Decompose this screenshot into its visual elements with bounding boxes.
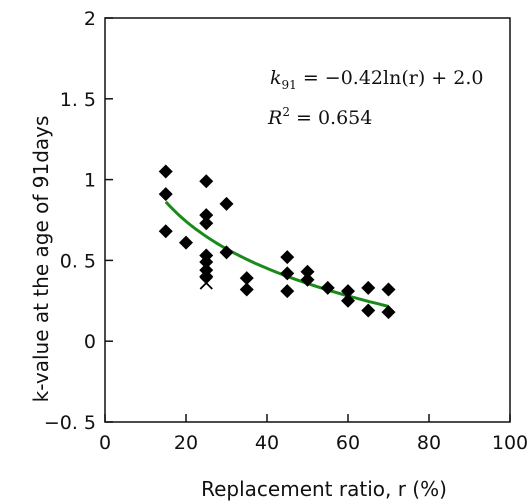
- fit-equation: k91 = −0.42ln(r) + 2.0: [270, 67, 483, 92]
- data-point-diamond: [239, 282, 254, 297]
- data-point-diamond: [158, 164, 173, 179]
- x-tick-label: 0: [99, 432, 111, 454]
- svg-text:R2 = 0.654: R2 = 0.654: [267, 105, 372, 129]
- y-tick-label: 0: [84, 331, 96, 353]
- data-point-diamond: [361, 303, 376, 318]
- data-point-diamond: [280, 250, 295, 265]
- plot-area: [104, 17, 511, 423]
- x-tick-label: 100: [492, 432, 528, 454]
- data-point-diamond: [199, 216, 214, 231]
- y-axis-title: k-value at the age of 91days: [29, 116, 53, 403]
- equation-k: k: [270, 67, 282, 89]
- data-point-diamond: [158, 224, 173, 239]
- data-point-diamond: [179, 235, 193, 250]
- x-axis-title: Replacement ratio, r (%): [201, 477, 447, 501]
- data-point-diamond: [280, 284, 295, 299]
- equation-subscript: 91: [282, 78, 297, 92]
- r2-value: = 0.654: [290, 107, 372, 129]
- y-tick-label: 1: [84, 170, 96, 192]
- data-marks: [158, 164, 396, 320]
- equation-body: = −0.42ln(r) + 2.0: [297, 67, 484, 89]
- data-point-diamond: [239, 271, 254, 286]
- data-point-diamond: [300, 264, 315, 279]
- data-point-diamond: [199, 174, 214, 189]
- x-tick-label: 60: [336, 432, 360, 454]
- data-point-diamond: [158, 187, 173, 202]
- y-tick-label: 1. 5: [60, 89, 96, 111]
- data-point-diamond: [219, 196, 234, 211]
- axes: 0 20 40 60 80 100−0. 500. 511. 52: [44, 8, 528, 454]
- data-point-diamond: [381, 282, 396, 297]
- svg-text:k91 = −0.42ln(r) + 2.0: k91 = −0.42ln(r) + 2.0: [270, 67, 483, 92]
- data-point-diamond: [280, 266, 295, 281]
- data-point-diamond: [320, 280, 335, 295]
- data-point-diamond: [341, 293, 355, 308]
- data-point-diamond: [199, 255, 214, 270]
- data-point-x: [199, 276, 213, 290]
- y-tick-label: −0. 5: [44, 412, 96, 434]
- data-point-diamond: [219, 245, 234, 260]
- data-point-diamond: [199, 208, 214, 223]
- r2-r: R: [267, 107, 282, 129]
- data-point-diamond: [341, 284, 355, 299]
- data-point-diamond: [381, 305, 396, 320]
- data-point-diamond: [300, 272, 315, 287]
- x-tick-label: 20: [174, 432, 198, 454]
- r2-superscript: 2: [282, 105, 290, 119]
- x-tick-label: 80: [417, 432, 441, 454]
- x-tick-label: 40: [255, 432, 279, 454]
- plot-frame: [104, 17, 511, 423]
- y-tick-label: 2: [84, 8, 96, 30]
- fit-curve: [164, 200, 389, 308]
- y-tick-label: 0. 5: [60, 250, 96, 272]
- r-squared-label: R2 = 0.654: [267, 105, 372, 129]
- data-point-diamond: [361, 280, 376, 295]
